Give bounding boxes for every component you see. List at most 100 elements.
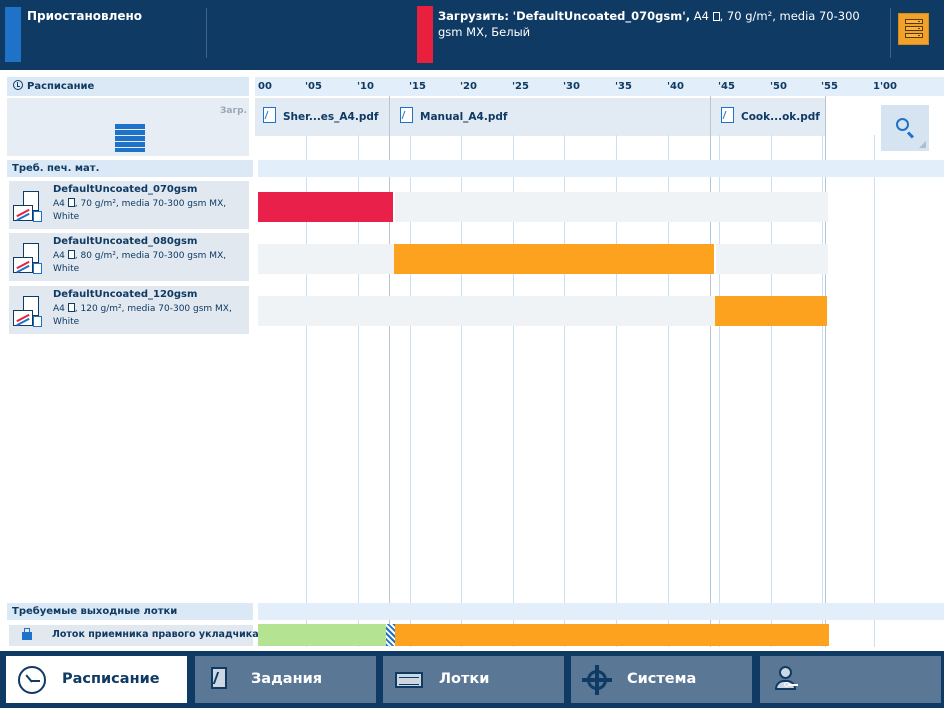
- grid-line: [306, 135, 307, 647]
- sheet-icon: [67, 250, 75, 259]
- grid-line: [358, 135, 359, 647]
- job-boundary-line: [710, 96, 711, 647]
- media-usage-bar[interactable]: [258, 192, 395, 222]
- tab-label: Задания: [251, 671, 323, 687]
- media-name: DefaultUncoated_120gsm: [53, 289, 198, 300]
- status-indicator: [5, 7, 21, 62]
- tab-label: Система: [627, 671, 697, 687]
- media-size: A4: [53, 251, 65, 261]
- load-prefix: Загрузить:: [438, 9, 509, 23]
- time-tick: '55: [821, 81, 838, 92]
- output-transition-bar: [386, 624, 395, 646]
- grid-line: [616, 135, 617, 647]
- tab-trays[interactable]: Лотки: [383, 656, 564, 703]
- load-message[interactable]: Загрузить: 'DefaultUncoated_070gsm', A4 …: [438, 8, 883, 40]
- job-item[interactable]: Manual_A4.pdf: [400, 98, 705, 136]
- job-queue-icon[interactable]: [115, 124, 145, 152]
- media-section-title: Треб. печ. мат.: [7, 160, 253, 177]
- clock-icon: [18, 666, 46, 694]
- media-name: DefaultUncoated_070gsm: [53, 184, 198, 195]
- media-card[interactable]: DefaultUncoated_080gsm A4 , 80 g/m², med…: [9, 233, 249, 281]
- search-icon: [896, 118, 909, 131]
- time-tick: '40: [667, 81, 684, 92]
- sheet-icon: [712, 12, 720, 21]
- grid-line: [719, 135, 720, 647]
- media-details: , 70 g/m², media 70-300 gsm MX,: [74, 199, 227, 209]
- media-size: A4: [53, 304, 65, 314]
- tab-label: Лотки: [439, 671, 490, 687]
- media-section-strip: [258, 160, 944, 177]
- gear-icon: [582, 665, 612, 695]
- media-card[interactable]: DefaultUncoated_070gsm A4 , 70 g/m², med…: [9, 181, 249, 229]
- job-boundary-line: [389, 96, 390, 647]
- job-item[interactable]: Sher...es_A4.pdf: [263, 98, 388, 136]
- tab-user[interactable]: [760, 656, 941, 703]
- tab-jobs[interactable]: Задания: [195, 656, 376, 703]
- stack-layer-icon: [905, 26, 923, 31]
- output-tray-label: Лоток приемника правого укладчика: [52, 629, 259, 640]
- job-boundary-line: [825, 96, 826, 647]
- job-name: Cook...ok.pdf: [741, 111, 820, 123]
- media-description: A4 , 70 g/m², media 70-300 gsm MX, White: [53, 198, 245, 224]
- printer-stack-button[interactable]: [898, 13, 929, 45]
- output-usage-bar: [395, 624, 829, 646]
- media-tray-icon: [13, 243, 43, 275]
- tray-icon: [395, 666, 423, 694]
- grid-line: [668, 135, 669, 647]
- output-tray-row[interactable]: [9, 625, 253, 646]
- media-color: White: [53, 264, 80, 274]
- media-size: A4: [53, 199, 65, 209]
- status-divider: [890, 8, 891, 58]
- clock-icon: [13, 80, 23, 90]
- media-name: DefaultUncoated_080gsm: [53, 236, 198, 247]
- job-name: Manual_A4.pdf: [420, 111, 508, 123]
- sheet-icon: [67, 198, 75, 207]
- sheet-icon: [67, 303, 75, 312]
- grid-line: [771, 135, 772, 647]
- user-icon: [772, 666, 800, 694]
- schedule-header: [7, 77, 249, 96]
- job-name: Sher...es_A4.pdf: [283, 111, 379, 123]
- output-tray-icon: [22, 628, 32, 640]
- load-alert-indicator: [417, 6, 433, 63]
- timeline-header: [255, 77, 944, 96]
- media-description: A4 , 120 g/m², media 70-300 gsm MX, Whit…: [53, 303, 245, 329]
- time-tick: '35: [615, 81, 632, 92]
- media-usage-bar[interactable]: [394, 244, 716, 274]
- time-tick: '05: [305, 81, 322, 92]
- job-item[interactable]: Cook...ok.pdf: [721, 98, 821, 136]
- status-bar: [0, 0, 944, 70]
- grid-line: [822, 135, 823, 647]
- tab-schedule[interactable]: Расписание: [6, 656, 187, 703]
- grid-line: [564, 135, 565, 647]
- key-icon: [784, 682, 798, 687]
- time-tick: 00: [258, 81, 272, 92]
- document-icon: [721, 107, 734, 123]
- media-tray-icon: [13, 191, 43, 223]
- media-tray-icon: [13, 296, 43, 328]
- document-icon: [207, 666, 235, 694]
- output-section-title: Требуемые выходные лотки: [7, 603, 253, 620]
- time-tick: '20: [460, 81, 477, 92]
- tab-system[interactable]: Система: [571, 656, 752, 703]
- time-tick: '25: [512, 81, 529, 92]
- media-details: , 120 g/m², media 70-300 gsm MX,: [74, 304, 232, 314]
- load-size: A4: [693, 9, 709, 23]
- loader-label: Загр.: [220, 106, 248, 116]
- time-tick: '15: [409, 81, 426, 92]
- time-tick: '10: [357, 81, 374, 92]
- time-tick: '30: [563, 81, 580, 92]
- media-usage-bar[interactable]: [715, 296, 829, 326]
- status-text: Приостановлено: [27, 9, 143, 23]
- grid-line: [461, 135, 462, 647]
- document-icon: [263, 107, 276, 123]
- grid-line: [874, 135, 875, 647]
- output-usage-bar: [258, 624, 386, 646]
- stack-layer-icon: [905, 19, 923, 24]
- media-color: White: [53, 212, 80, 222]
- time-tick: '50: [770, 81, 787, 92]
- media-color: White: [53, 317, 80, 327]
- media-description: A4 , 80 g/m², media 70-300 gsm MX, White: [53, 250, 245, 276]
- media-card[interactable]: DefaultUncoated_120gsm A4 , 120 g/m², me…: [9, 286, 249, 334]
- time-tick: '45: [718, 81, 735, 92]
